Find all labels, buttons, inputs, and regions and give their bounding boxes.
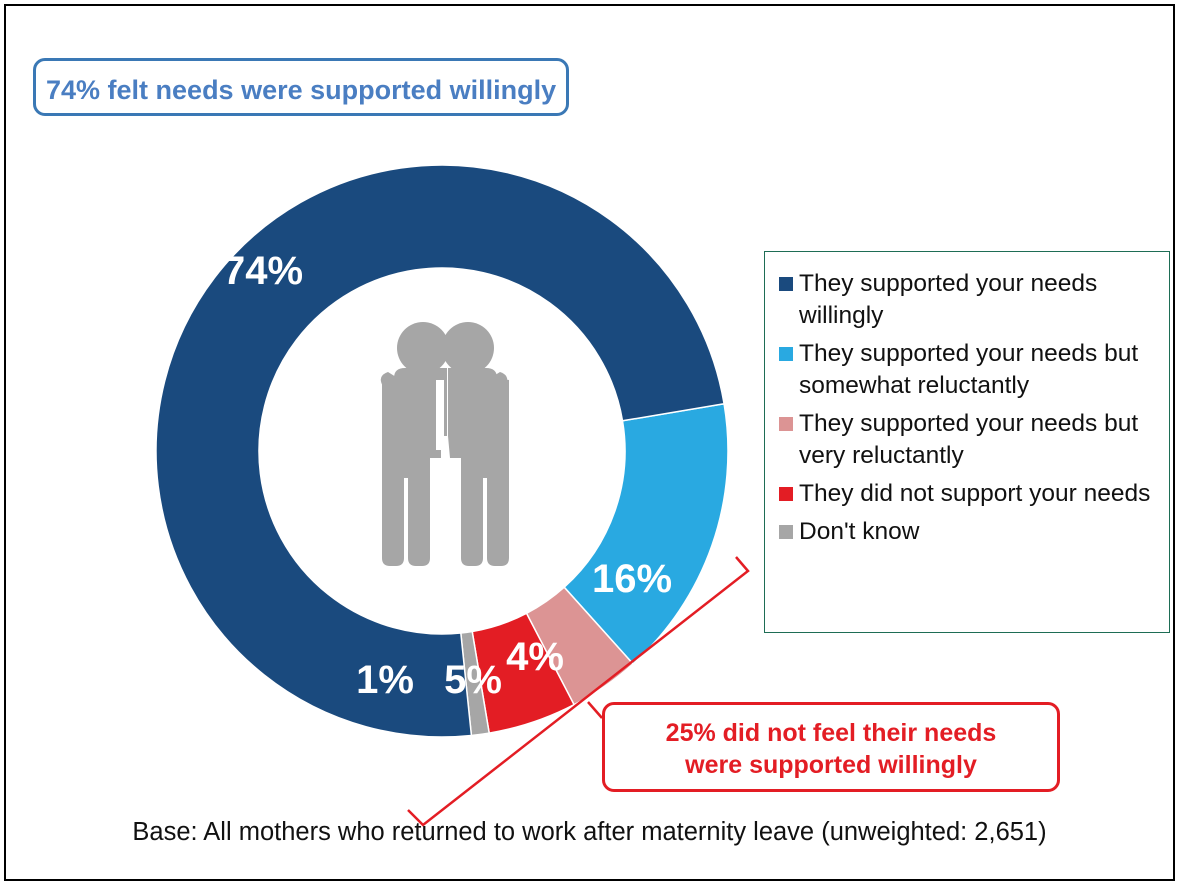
- data-label-very-reluctantly: 4%: [506, 635, 564, 679]
- callout-bracket: [407, 556, 750, 827]
- legend-swatch: [779, 417, 793, 431]
- legend-item-very-reluctantly: They supported your needs but very reluc…: [779, 408, 1169, 472]
- not-willingly-callout: 25% did not feel their needs were suppor…: [602, 702, 1060, 792]
- base-footnote: Base: All mothers who returned to work a…: [132, 818, 1047, 846]
- legend-item-dont-know: Don't know: [779, 516, 1169, 548]
- legend-swatch: [779, 277, 793, 291]
- legend-item-not-supported: They did not support your needs: [779, 478, 1169, 510]
- legend-swatch: [779, 487, 793, 501]
- data-label-somewhat-reluctantly: 16%: [592, 557, 672, 601]
- legend-label: Don't know: [799, 518, 920, 545]
- data-label-dont-know: 1%: [356, 658, 414, 702]
- legend-swatch: [779, 347, 793, 361]
- legend-label: They did not support your needs: [799, 480, 1151, 507]
- data-label-willingly: 74%: [223, 249, 303, 293]
- donut-slices: [155, 164, 729, 738]
- callout-connector: [587, 701, 603, 719]
- legend-item-somewhat-reluctantly: They supported your needs but somewhat r…: [779, 338, 1169, 402]
- two-people-embracing-icon: [380, 322, 509, 566]
- data-labels: 74% 16% 4% 5% 1%: [223, 249, 672, 702]
- legend-swatch: [779, 525, 793, 539]
- legend: They supported your needs willingly They…: [764, 251, 1170, 633]
- legend-label: They supported your needs but somewhat r…: [799, 340, 1139, 399]
- legend-item-willingly: They supported your needs willingly: [779, 268, 1169, 332]
- willingly-callout: 74% felt needs were supported willingly: [33, 58, 570, 116]
- callout-line-2: were supported willingly: [685, 751, 977, 779]
- legend-label: They supported your needs but very reluc…: [799, 410, 1139, 469]
- data-label-not-supported: 5%: [444, 658, 502, 702]
- donut-slice-willingly: [155, 164, 725, 738]
- callout-line-1: 25% did not feel their needs: [665, 719, 997, 747]
- legend-label: They supported your needs willingly: [799, 270, 1098, 329]
